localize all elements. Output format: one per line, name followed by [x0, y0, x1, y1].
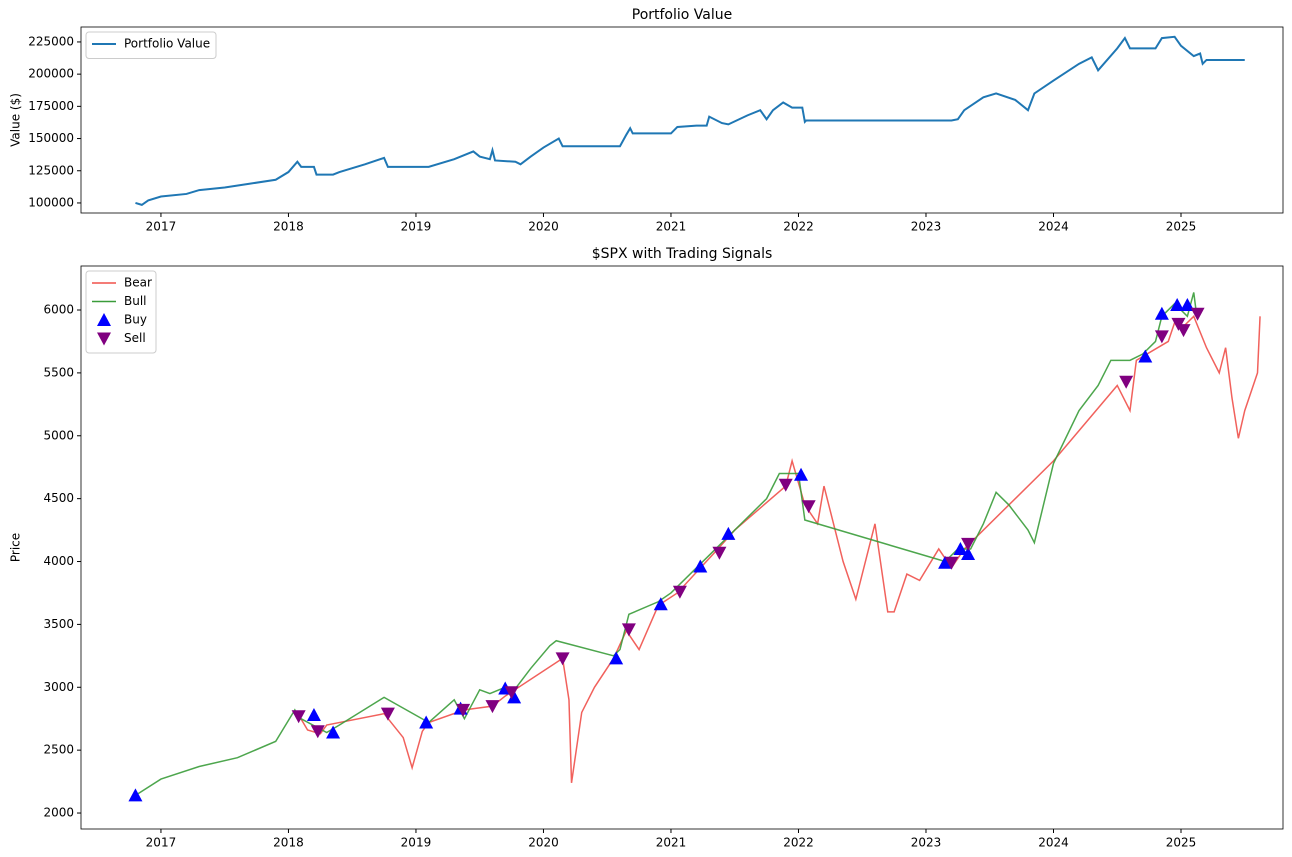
series-line	[135, 292, 1198, 797]
chart-title: Portfolio Value	[632, 7, 733, 23]
signal-marker	[504, 686, 519, 700]
signal-marker	[380, 707, 395, 721]
y-tick-label: 4000	[43, 554, 74, 568]
signal-marker	[1154, 330, 1169, 344]
legend-swatch	[97, 332, 111, 346]
signal-marker	[291, 710, 306, 724]
y-axis-label: Price	[9, 533, 23, 562]
y-axis-label: Value ($)	[9, 93, 23, 147]
x-tick-label: 2025	[1166, 836, 1197, 850]
y-tick-label: 2500	[43, 743, 74, 757]
y-tick-label: 2000	[43, 806, 74, 820]
signal-marker	[1138, 349, 1153, 363]
signal-marker	[1154, 306, 1169, 320]
legend-label: Sell	[124, 331, 146, 345]
legend-label: Buy	[124, 313, 147, 327]
signal-marker	[938, 555, 953, 569]
signal-marker	[609, 651, 624, 665]
signal-marker	[485, 700, 500, 714]
x-tick-label: 2019	[401, 836, 432, 850]
y-tick-label: 125000	[28, 163, 74, 177]
signal-marker	[653, 597, 668, 611]
x-tick-label: 2023	[911, 836, 942, 850]
series-line	[298, 314, 1261, 783]
signal-marker	[712, 546, 727, 560]
signal-marker	[306, 707, 321, 721]
y-tick-label: 4500	[43, 491, 74, 505]
x-tick-label: 2017	[146, 836, 177, 850]
y-tick-label: 3000	[43, 680, 74, 694]
y-tick-label: 175000	[28, 99, 74, 113]
x-tick-label: 2021	[656, 836, 687, 850]
signal-marker	[721, 526, 736, 540]
chart-title: $SPX with Trading Signals	[592, 246, 773, 262]
signal-marker	[944, 556, 959, 570]
x-tick-label: 2017	[146, 220, 177, 234]
y-tick-label: 5500	[43, 365, 74, 379]
signal-marker	[794, 467, 809, 481]
signal-marker	[456, 703, 471, 717]
signal-marker	[801, 500, 816, 514]
x-tick-label: 2020	[528, 220, 559, 234]
legend-label: Bear	[124, 276, 152, 290]
y-tick-label: 200000	[28, 67, 74, 81]
signal-marker	[1190, 307, 1205, 321]
x-tick-label: 2018	[273, 836, 304, 850]
signal-marker	[310, 725, 325, 739]
y-tick-label: 100000	[28, 195, 74, 209]
signal-marker	[621, 623, 636, 637]
signal-marker	[1180, 297, 1195, 311]
signal-marker	[672, 585, 687, 599]
y-tick-label: 5000	[43, 428, 74, 442]
plot-area	[128, 292, 1261, 802]
x-tick-label: 2019	[401, 220, 432, 234]
legend-swatch	[97, 313, 111, 326]
signal-marker	[1176, 324, 1191, 338]
signal-marker	[1119, 375, 1134, 389]
signal-marker	[128, 788, 143, 802]
y-tick-label: 150000	[28, 131, 74, 145]
signal-marker	[778, 478, 793, 492]
y-tick-label: 225000	[28, 34, 74, 48]
y-tick-label: 6000	[43, 303, 74, 317]
axes-frame	[80, 265, 1284, 830]
signal-marker	[1170, 297, 1185, 311]
signal-marker	[326, 725, 341, 739]
signal-marker	[953, 541, 968, 555]
signal-marker	[693, 559, 708, 573]
x-tick-label: 2025	[1166, 220, 1197, 234]
x-tick-label: 2020	[528, 836, 559, 850]
x-tick-label: 2022	[783, 836, 814, 850]
signal-marker	[961, 546, 976, 560]
legend-label: Bull	[124, 294, 147, 308]
x-tick-label: 2024	[1038, 836, 1069, 850]
signal-marker	[419, 715, 434, 729]
axes-frame	[80, 26, 1284, 214]
signal-marker	[507, 690, 522, 704]
x-tick-label: 2018	[273, 220, 304, 234]
x-tick-label: 2023	[911, 220, 942, 234]
legend-box	[85, 31, 217, 59]
plot-area	[135, 35, 1245, 206]
legend-label: Portfolio Value	[124, 37, 210, 51]
y-tick-label: 3500	[43, 617, 74, 631]
x-tick-label: 2024	[1038, 220, 1069, 234]
x-tick-label: 2022	[783, 220, 814, 234]
signal-marker	[961, 537, 976, 551]
x-tick-label: 2021	[656, 220, 687, 234]
series-line	[135, 35, 1245, 206]
signal-marker	[555, 652, 570, 666]
